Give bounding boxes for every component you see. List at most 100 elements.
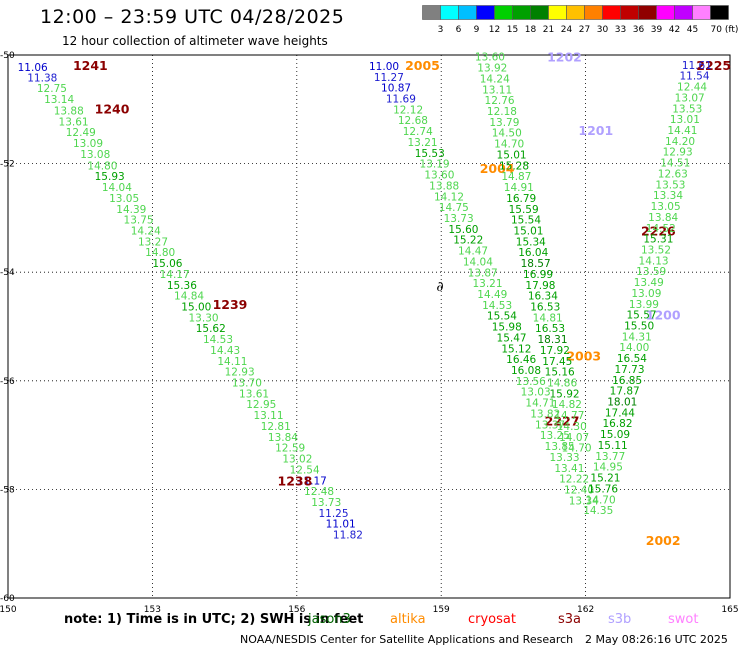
- pass-time-label: 2002: [646, 533, 681, 548]
- wave-height-label: 11.25: [318, 508, 348, 520]
- wave-height-label: 14.47: [458, 246, 488, 258]
- wave-height-label: 15.06: [152, 258, 182, 270]
- wave-height-label: 16.08: [511, 365, 541, 377]
- pass-time-label: 2226: [641, 223, 676, 238]
- chart-subtitle: 12 hour collection of altimeter wave hei…: [62, 34, 328, 48]
- wave-height-label: 14.77: [554, 410, 584, 422]
- pass-time-label: 1238: [278, 473, 313, 488]
- wave-height-label: 16.04: [518, 247, 548, 259]
- wave-height-label: 12.49: [66, 127, 96, 139]
- wave-height-label: 16.99: [523, 269, 553, 281]
- footer-credit: NOAA/NESDIS Center for Satellite Applica…: [240, 633, 574, 646]
- wave-height-label: 12.95: [246, 399, 276, 411]
- colorbar-tick-label: 30: [597, 25, 609, 35]
- wave-height-label: 16.53: [530, 301, 560, 313]
- colorbar-swatch: [710, 5, 729, 20]
- wave-height-label: 18.31: [537, 334, 567, 346]
- wave-height-label: 13.99: [629, 299, 659, 311]
- wave-height-label: 13.14: [44, 94, 74, 106]
- colorbar-tick-label: 39: [651, 25, 663, 35]
- wave-height-label: 15.54: [511, 215, 541, 227]
- wave-height-label: 14.17: [160, 269, 190, 281]
- wave-height-label: 11.54: [679, 71, 709, 83]
- wave-height-label: 15.28: [499, 160, 529, 172]
- wave-height-label: 14.12: [434, 191, 464, 203]
- wave-height-label: 11.01: [326, 519, 356, 531]
- wave-height-label: 12.63: [658, 168, 688, 180]
- wave-height-label: 15.16: [545, 367, 575, 379]
- colorbar-tick-label: 21: [543, 25, 554, 35]
- colorbar-tick-label: 70 (ft): [711, 25, 739, 35]
- wave-height-label: 13.07: [675, 92, 705, 104]
- wave-height-label: 17.87: [610, 386, 640, 398]
- wave-height-label: 15.53: [415, 148, 445, 160]
- wave-height-label: 13.34: [653, 190, 683, 202]
- wave-height-label: 11.38: [27, 72, 57, 84]
- wave-height-label: 12.76: [485, 95, 515, 107]
- wave-height-label: 14.11: [217, 356, 247, 368]
- wave-height-label: 15.93: [95, 171, 125, 183]
- wave-height-label: 12.12: [393, 104, 423, 116]
- colorbar-tick-label: 24: [561, 25, 573, 35]
- wave-height-label: 13.37: [535, 419, 565, 431]
- wave-height-label: 15.50: [624, 321, 654, 333]
- wave-height-label: 13.73: [444, 213, 474, 225]
- wave-height-label: 14.00: [619, 342, 649, 354]
- wave-height-label: 12.22: [559, 474, 589, 486]
- satellite-legend-cryosat: cryosat: [468, 612, 516, 627]
- wave-height-label: 14.82: [552, 399, 582, 411]
- wave-height-label: 14.39: [116, 204, 146, 216]
- wave-height-label: 15.34: [516, 236, 546, 248]
- wave-height-label: 14.07: [559, 432, 589, 444]
- wave-height-label: 13.75: [124, 215, 154, 227]
- wave-height-label: 13.79: [489, 117, 519, 129]
- pass-time-label: 1241: [73, 58, 108, 73]
- y-tick-label: -58: [0, 485, 15, 495]
- wave-height-label: 12.48: [304, 486, 334, 498]
- wave-height-label: 14.35: [583, 505, 613, 517]
- wave-height-label: 15.47: [497, 332, 527, 344]
- wave-height-label: 13.60: [475, 52, 505, 64]
- wave-height-label: 15.12: [501, 343, 531, 355]
- wave-height-label: 14.04: [102, 182, 132, 194]
- wave-height-label: 13.03: [521, 387, 551, 399]
- wave-height-label: 14.43: [210, 345, 240, 357]
- wave-height-label: 14.24: [131, 225, 161, 237]
- wave-height-label: 16.46: [506, 354, 536, 366]
- wave-height-label: 13.61: [59, 116, 89, 128]
- wave-height-label: 15.59: [509, 204, 539, 216]
- wave-height-label: 13.88: [54, 105, 84, 117]
- wave-height-label: 14.52: [646, 223, 676, 235]
- footer-date: 2 May 08:26:16 UTC 2025: [585, 633, 728, 646]
- wave-height-label: 14.87: [501, 171, 531, 183]
- pass-time-label: 2227: [545, 414, 580, 429]
- wave-height-label: 15.62: [196, 323, 226, 335]
- wave-height-label: 14.70: [562, 443, 592, 455]
- pass-time-label: 1240: [95, 101, 130, 116]
- wave-height-label: 13.87: [468, 267, 498, 279]
- colorbar-tick-label: 9: [474, 25, 480, 35]
- wave-height-label: 15.31: [643, 234, 673, 246]
- wave-height-chart: 150 153 156 159 162 165 -50 -52 -54 -56 -58 -60 11.0…: [0, 50, 739, 612]
- wave-height-label: 14.50: [492, 128, 522, 140]
- wave-height-label: 12.68: [398, 115, 428, 127]
- wave-height-label: 18.01: [607, 397, 637, 409]
- wave-height-label: 16.54: [617, 353, 647, 365]
- colorbar-tick-label: 36: [633, 25, 645, 35]
- wave-height-label: 14.75: [439, 202, 469, 214]
- wave-height-label: 13.85: [545, 441, 575, 453]
- y-tick-label: -60: [0, 594, 15, 604]
- wave-height-label: 12.44: [677, 82, 707, 94]
- wave-height-label: 14.70: [494, 139, 524, 151]
- wave-height-label: 12.81: [261, 421, 291, 433]
- wave-height-label: 13.41: [554, 463, 584, 475]
- y-tick-label: -54: [0, 268, 15, 278]
- colorbar-tick-label: 3: [438, 25, 444, 35]
- wave-height-label: 13.30: [189, 312, 219, 324]
- wave-height-label: 14.84: [174, 291, 204, 303]
- pass-time-label: 1200: [646, 308, 681, 323]
- wave-height-label: 13.21: [408, 137, 438, 149]
- colorbar-tick-label: 45: [687, 25, 698, 35]
- pass-time-label: 1201: [578, 123, 613, 138]
- wave-height-label: 14.71: [525, 398, 555, 410]
